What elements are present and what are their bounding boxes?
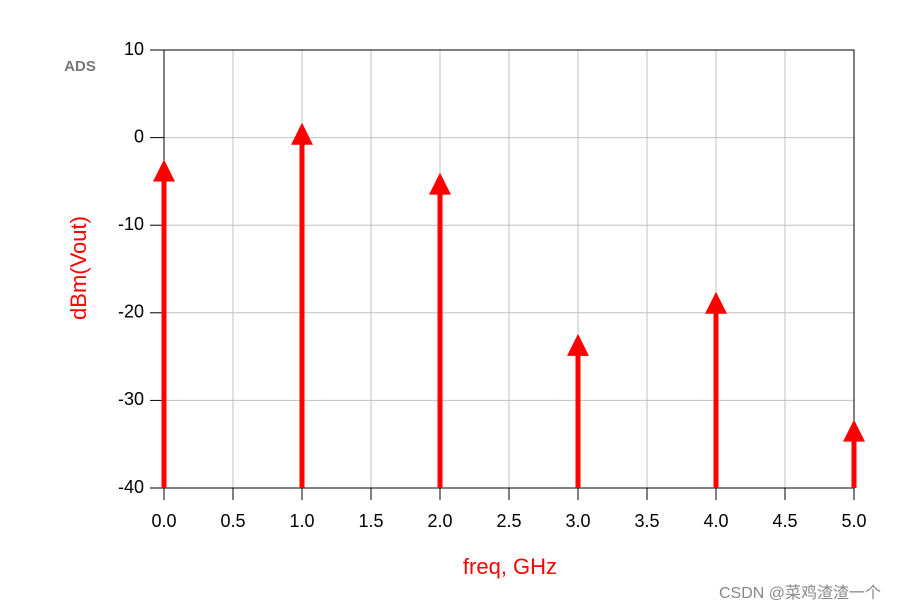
y-tick-label: -30 xyxy=(118,389,144,409)
stem-head xyxy=(429,172,451,195)
logo: ADS xyxy=(64,58,96,75)
x-tick-label: 0.5 xyxy=(220,511,245,531)
stem-head xyxy=(705,291,727,314)
x-tick-label: 2.0 xyxy=(427,511,452,531)
x-axis-label: freq, GHz xyxy=(463,554,557,579)
y-axis-label: dBm(Vout) xyxy=(66,216,91,320)
x-tick-label: 3.5 xyxy=(634,511,659,531)
watermark: CSDN @菜鸡渣渣一个 xyxy=(719,584,881,602)
x-tick-label: 0.0 xyxy=(151,511,176,531)
y-tick-label: -20 xyxy=(118,302,144,322)
y-tick-label: -40 xyxy=(118,477,144,497)
x-tick-label: 5.0 xyxy=(841,511,866,531)
y-tick-label: -10 xyxy=(118,214,144,234)
x-tick-label: 1.0 xyxy=(289,511,314,531)
x-tick-label: 2.5 xyxy=(496,511,521,531)
x-tick-label: 3.0 xyxy=(565,511,590,531)
stem-head xyxy=(567,333,589,356)
x-tick-label: 4.0 xyxy=(703,511,728,531)
x-tick-label: 1.5 xyxy=(358,511,383,531)
x-tick-label: 4.5 xyxy=(772,511,797,531)
y-tick-label: 0 xyxy=(134,126,144,146)
y-tick-label: 10 xyxy=(124,39,144,59)
stem-head xyxy=(843,419,865,442)
stem-head xyxy=(153,159,175,182)
stem-head xyxy=(291,122,313,145)
